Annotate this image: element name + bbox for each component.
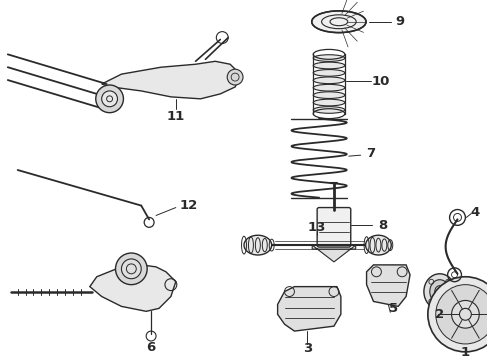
Polygon shape bbox=[367, 265, 410, 306]
Text: 10: 10 bbox=[371, 75, 390, 87]
Text: 13: 13 bbox=[308, 221, 326, 234]
Ellipse shape bbox=[244, 235, 271, 255]
Ellipse shape bbox=[313, 99, 345, 106]
Circle shape bbox=[227, 69, 243, 85]
Text: 2: 2 bbox=[435, 308, 444, 321]
Text: 4: 4 bbox=[471, 206, 480, 219]
Ellipse shape bbox=[424, 274, 456, 309]
Ellipse shape bbox=[313, 62, 345, 69]
Circle shape bbox=[122, 259, 141, 279]
Circle shape bbox=[116, 253, 147, 285]
Polygon shape bbox=[312, 245, 356, 262]
Ellipse shape bbox=[313, 84, 345, 91]
Circle shape bbox=[436, 285, 490, 344]
Polygon shape bbox=[102, 61, 240, 99]
Ellipse shape bbox=[313, 92, 345, 99]
Ellipse shape bbox=[313, 55, 345, 62]
Circle shape bbox=[452, 301, 479, 328]
Ellipse shape bbox=[366, 235, 392, 255]
Text: 3: 3 bbox=[303, 342, 312, 355]
Ellipse shape bbox=[313, 107, 345, 113]
Ellipse shape bbox=[430, 280, 450, 303]
Text: 11: 11 bbox=[167, 110, 185, 123]
Text: 7: 7 bbox=[366, 147, 375, 160]
Text: 5: 5 bbox=[389, 302, 398, 315]
Text: 8: 8 bbox=[379, 219, 388, 232]
Polygon shape bbox=[278, 287, 341, 331]
Circle shape bbox=[102, 91, 118, 107]
Text: 1: 1 bbox=[461, 346, 470, 359]
Circle shape bbox=[428, 277, 490, 352]
Ellipse shape bbox=[313, 69, 345, 76]
Ellipse shape bbox=[313, 77, 345, 84]
Ellipse shape bbox=[312, 11, 366, 33]
Text: 12: 12 bbox=[179, 199, 198, 212]
Circle shape bbox=[96, 85, 123, 113]
Polygon shape bbox=[90, 265, 176, 311]
Text: 6: 6 bbox=[147, 341, 156, 354]
Text: 9: 9 bbox=[395, 15, 405, 28]
FancyBboxPatch shape bbox=[317, 208, 351, 247]
